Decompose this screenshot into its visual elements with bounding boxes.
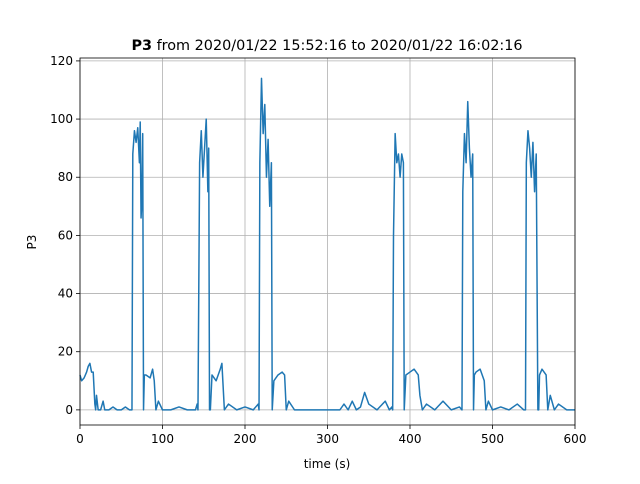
plot-frame: [79, 57, 576, 426]
y-tick-label: 40: [58, 287, 73, 301]
chart-title: P3 from 2020/01/22 15:52:16 to 2020/01/2…: [131, 38, 522, 54]
x-tick-label: 100: [151, 432, 174, 446]
x-tick-label: 600: [564, 432, 587, 446]
y-tick-label: 0: [65, 403, 73, 417]
data-line: [79, 77, 575, 411]
y-tick-label: 100: [50, 112, 73, 126]
y-tick-label: 20: [58, 345, 73, 359]
y-tick-label: 60: [58, 228, 73, 242]
x-tick-label: 300: [316, 432, 339, 446]
x-tick-label: 200: [234, 432, 257, 446]
x-tick-label: 0: [76, 432, 84, 446]
y-axis-label: P3: [25, 235, 39, 250]
title-rest: from 2020/01/22 15:52:16 to 2020/01/22 1…: [157, 38, 523, 54]
y-tick-label: 120: [50, 54, 73, 68]
x-tick-label: 400: [399, 432, 422, 446]
x-axis-label: time (s): [304, 457, 351, 471]
y-tick-label: 80: [58, 170, 73, 184]
title-bold: P3: [131, 38, 152, 54]
x-tick-label: 500: [481, 432, 504, 446]
